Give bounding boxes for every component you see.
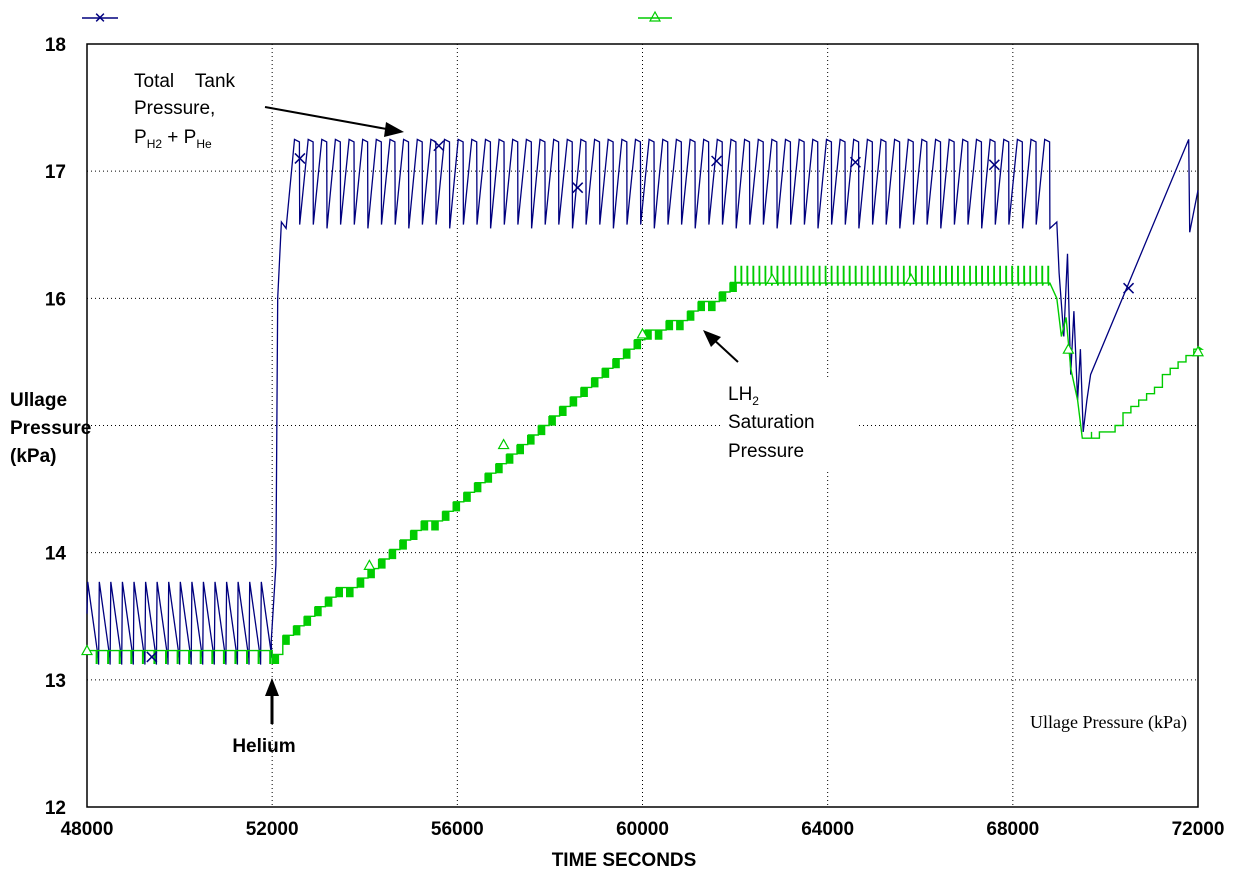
y-tick-label: 13 <box>45 671 66 692</box>
annotation-helium: Helium <box>232 678 296 757</box>
y-tick-label: 18 <box>45 35 66 56</box>
series-lh2-marker <box>636 327 649 339</box>
y-tick-label: 17 <box>45 162 66 183</box>
annotation-total-tank-formula: PH2 + PHe <box>134 127 212 151</box>
annotation-lh2-arrow <box>711 337 739 363</box>
series-total-tank-marker <box>988 159 1000 171</box>
series-total-tank-marker <box>1123 282 1135 294</box>
series-lh2-marker <box>904 273 918 284</box>
y-axis-label: Ullage Pressure (kPa) <box>0 380 91 472</box>
annotation-helium-arrowhead <box>265 678 279 696</box>
annotation-lh2-saturation: LH2 Saturation Pressure <box>703 330 857 470</box>
series-total-tank-marker <box>572 182 584 194</box>
annotation-total-tank-arrow <box>264 106 393 131</box>
x-tick-label: 48000 <box>61 819 114 840</box>
series-total-tank-pressure <box>86 138 1199 665</box>
x-axis-label: TIME SECONDS <box>552 850 697 871</box>
y-tick-labels: 12 13 14 16 17 18 <box>45 35 67 819</box>
annotation-lh2-arrowhead <box>703 330 721 347</box>
series-total-tank-marker <box>146 651 158 663</box>
annotation-total-tank-pressure: Total Tank Pressure, PH2 + PHe <box>128 66 404 156</box>
x-tick-label: 60000 <box>616 819 669 840</box>
x-tick-label: 52000 <box>246 819 299 840</box>
x-tick-labels: 48000 52000 56000 60000 64000 68000 72000 <box>61 819 1225 840</box>
y-axis-label-line-1: Ullage <box>10 390 67 411</box>
x-tick-label: 64000 <box>801 819 854 840</box>
plot-frame <box>86 43 1199 808</box>
series-total-tank-marker <box>433 140 445 152</box>
series-lh2-marker <box>497 438 510 450</box>
annotation-total-tank-line-2: Pressure, <box>134 98 215 119</box>
y-axis-label-line-2: Pressure <box>10 418 91 439</box>
x-tick-label: 68000 <box>986 819 1039 840</box>
series-total-tank-marker <box>849 156 861 168</box>
legend: ✕ <box>82 9 672 27</box>
x-tick-label: 56000 <box>431 819 484 840</box>
legend-saturation-marker <box>648 10 662 22</box>
series-lh2-marker <box>80 644 94 656</box>
series-lh2-saturation-pressure <box>87 265 1204 664</box>
series-layer <box>86 138 1204 665</box>
grid-lines <box>87 44 1198 807</box>
annotation-total-tank-line-1: Total Tank <box>134 71 236 92</box>
series-total-tank-marker <box>711 155 723 167</box>
bottom-note-ullage-pressure: Ullage Pressure (kPa) <box>1030 712 1187 733</box>
x-tick-label: 72000 <box>1172 819 1225 840</box>
y-axis-label-line-3: (kPa) <box>10 446 56 467</box>
legend-total-pressure-marker: ✕ <box>94 9 107 27</box>
series-total-tank-marker <box>294 152 306 164</box>
series-lh2-marker <box>766 273 779 284</box>
annotation-helium-label: Helium <box>232 736 295 757</box>
y-tick-label: 14 <box>45 544 67 565</box>
series-lh2-marker <box>363 559 376 570</box>
series-lh2-marker <box>1191 345 1205 357</box>
y-tick-label: 16 <box>45 289 66 310</box>
series-lh2-marker <box>1062 342 1075 354</box>
annotation-lh2-label: LH2 <box>728 384 759 408</box>
annotation-total-tank-arrowhead <box>384 122 404 137</box>
annotation-lh2-line-3: Pressure <box>728 441 804 462</box>
y-tick-label: 12 <box>45 798 66 819</box>
marker-layer <box>80 140 1205 663</box>
annotation-lh2-line-2: Saturation <box>728 412 815 433</box>
